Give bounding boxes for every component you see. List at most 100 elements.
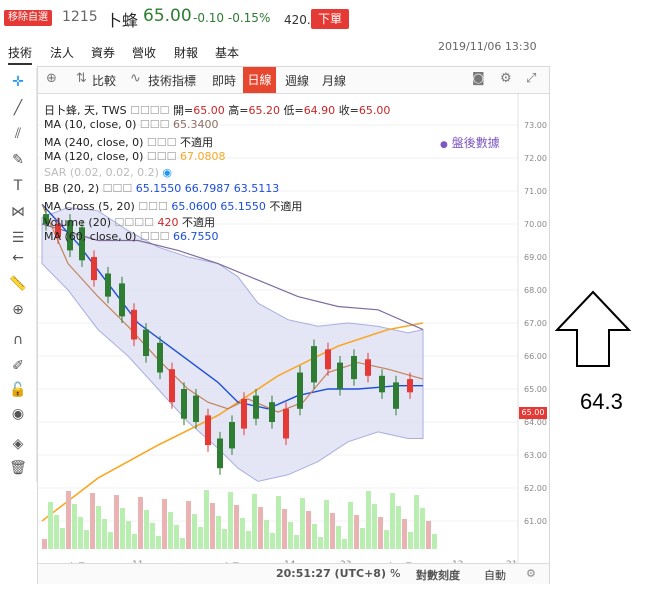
quote-header: 移除自選 1215 卜蜂 65.00 -0.10 -0.15% 420.3張 下… — [0, 0, 650, 36]
volume-bar — [114, 495, 119, 549]
tab-margin[interactable]: 資券 — [91, 46, 116, 60]
trash-icon[interactable]: 🗑 — [9, 460, 27, 476]
volume-bar — [216, 516, 221, 549]
volume-bar — [120, 508, 125, 549]
magnet-icon[interactable]: ∩ — [12, 332, 24, 348]
volume-bar — [264, 520, 269, 549]
candle-body — [337, 362, 343, 389]
volume-bar — [234, 505, 239, 549]
volume-bar — [282, 509, 287, 549]
volume-bar — [432, 534, 437, 549]
price-tick: 62.00 — [524, 484, 547, 493]
change-value: -0.10 — [193, 11, 225, 25]
candle-body — [351, 356, 357, 380]
candle-body — [217, 438, 223, 469]
compare-button[interactable]: 比較 — [92, 74, 117, 88]
volume-bar — [288, 522, 293, 549]
interval-daily[interactable]: 日線 — [243, 67, 276, 93]
camera-icon[interactable]: ◙ — [472, 71, 485, 86]
pattern-icon[interactable]: ⋈ — [11, 204, 25, 220]
price-tick: 64.00 — [524, 418, 547, 427]
tab-institutional[interactable]: 法人 — [50, 46, 75, 60]
volume-bar — [318, 537, 323, 549]
candle-body — [283, 408, 289, 439]
section-tabs: 技術 法人 資券 營收 財報 基本 — [0, 40, 650, 65]
tab-basics[interactable]: 基本 — [215, 46, 240, 60]
eye-icon[interactable]: ◉ — [11, 406, 25, 422]
legend-ma10: MA (10, close, 0) ☐☐☐ 65.3400 — [44, 118, 219, 131]
tab-revenue[interactable]: 營收 — [132, 46, 157, 60]
candle-body — [181, 389, 187, 419]
volume-bar — [222, 529, 227, 549]
candle-body — [325, 349, 331, 370]
candle-body — [229, 422, 235, 449]
price-tick: 72.00 — [524, 154, 547, 163]
interval-monthly[interactable]: 月線 — [322, 74, 347, 88]
price-tick: 71.00 — [524, 187, 547, 196]
price-tick: 63.00 — [524, 451, 547, 460]
indicators-button[interactable]: 技術指標 — [148, 74, 197, 88]
volume-bar — [186, 501, 191, 549]
volume-bar — [426, 521, 431, 549]
volume-bar — [48, 502, 53, 549]
brush-icon[interactable]: ✎ — [12, 152, 24, 168]
fullscreen-icon[interactable]: ⤢ — [526, 71, 537, 86]
volume-bar — [180, 538, 185, 549]
price-chart[interactable]: 日卜蜂, 天, TWS ☐☐☐☐ 開=65.00 高=65.20 低=64.90… — [38, 94, 549, 583]
volume-bar — [210, 503, 215, 549]
volume-bar — [78, 517, 83, 549]
ruler-icon[interactable]: 📏 — [9, 276, 27, 292]
zoom-in-icon[interactable]: ⊕ — [12, 302, 24, 318]
candle-body — [79, 227, 85, 261]
volume-bar — [132, 534, 137, 549]
legend-ma60: MA (60, close, 0) ☐☐☐ 66.7550 — [44, 230, 219, 243]
fibonacci-icon[interactable]: ☰ — [11, 230, 25, 246]
text-icon[interactable]: T — [13, 178, 23, 194]
candle-body — [393, 382, 399, 409]
log-scale-toggle[interactable]: 對數刻度 — [416, 569, 460, 582]
tab-financials[interactable]: 財報 — [174, 46, 199, 60]
volume-bar — [66, 491, 71, 549]
volume-bar — [42, 539, 47, 549]
drawing-toolbar: ✛ ╱ ⫽ ✎ T ⋈ ☰ ← 📏 ⊕ ∩ ✐ 🔓 ◉ ◈ 🗑 — [0, 68, 37, 482]
interval-weekly[interactable]: 週線 — [285, 74, 310, 88]
annotation-value: 64.3 — [580, 389, 623, 414]
chart-canvas[interactable] — [38, 94, 549, 583]
auto-scale-toggle[interactable]: 自動 — [484, 569, 506, 582]
layers-icon[interactable]: ◈ — [12, 436, 24, 452]
legend-bb: BB (20, 2) ☐☐☐ 65.1550 66.7987 63.5113 — [44, 182, 280, 195]
volume-bar — [252, 494, 257, 549]
add-symbol-icon[interactable]: ⊕ — [46, 71, 57, 86]
arrow-icon[interactable]: ← — [12, 250, 24, 266]
tab-technical[interactable]: 技術 — [8, 44, 33, 65]
candle-body — [91, 257, 97, 281]
settings-small-icon[interactable]: ⚙ — [526, 567, 536, 580]
order-button[interactable]: 下單 — [311, 9, 349, 29]
interval-realtime[interactable]: 即時 — [212, 74, 237, 88]
lock-icon[interactable]: 🔓 — [9, 382, 27, 398]
volume-bar — [138, 497, 143, 549]
volume-bar — [342, 539, 347, 549]
compare-icon[interactable]: ⇅ — [76, 71, 87, 86]
parallel-lines-icon[interactable]: ⫽ — [14, 126, 22, 142]
volume-bar — [330, 513, 335, 549]
volume-bar — [108, 532, 113, 549]
volume-bar — [258, 507, 263, 549]
lock-draw-icon[interactable]: ✐ — [12, 358, 24, 374]
volume-bar — [102, 519, 107, 549]
remove-watchlist-button[interactable]: 移除自選 — [4, 10, 52, 26]
indicator-icon[interactable]: ∿ — [130, 71, 141, 86]
volume-bar — [366, 491, 371, 549]
percent-toggle[interactable]: % — [390, 567, 401, 580]
trendline-icon[interactable]: ╱ — [13, 100, 23, 116]
crosshair-icon[interactable]: ✛ — [12, 74, 24, 90]
volume-bar — [324, 500, 329, 549]
quote-datetime: 2019/11/06 13:30 — [438, 40, 537, 53]
settings-icon[interactable]: ⚙ — [500, 71, 512, 86]
chart-panel: ⊕ ⇅ 比較 ∿ 技術指標 即時 日線 週線 月線 ◙ ⚙ ⤢ 日卜蜂, 天, … — [37, 66, 550, 584]
stock-price: 65.00 — [143, 6, 192, 26]
candle-body — [253, 395, 259, 419]
price-tick: 67.00 — [524, 319, 547, 328]
legend-sar: SAR (0.02, 0.02, 0.2) ◉ — [44, 166, 173, 179]
candle-body — [205, 415, 211, 446]
